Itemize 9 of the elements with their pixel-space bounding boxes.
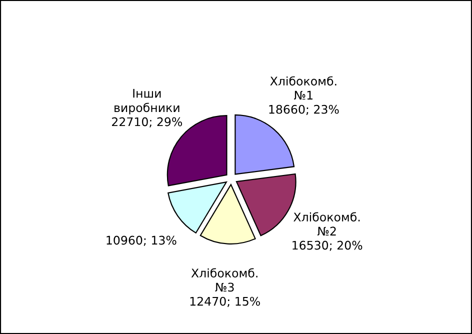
data-label: 16530; 20% — [292, 240, 362, 251]
data-label: 22710; 29% — [112, 117, 182, 128]
slice-label: Хлібокомб. №2 — [294, 212, 360, 236]
data-label: 10960; 13% — [106, 236, 176, 246]
slice-label: Хлібокомб. №1 — [270, 76, 336, 100]
slice-label: Хлібокомб. №3 — [191, 268, 258, 292]
data-label: 12470; 15% — [190, 296, 260, 307]
slice-label: Інши виробники — [114, 88, 180, 114]
data-label: 18660; 23% — [269, 104, 339, 116]
